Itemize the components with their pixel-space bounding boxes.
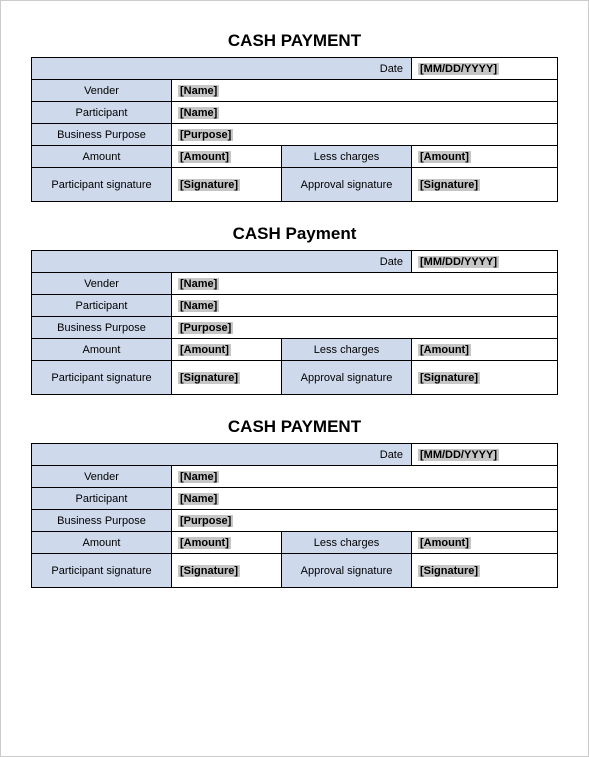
participant-label: Participant bbox=[32, 295, 172, 317]
date-label: Date bbox=[32, 251, 412, 273]
vender-value[interactable]: [Name] bbox=[172, 466, 558, 488]
less-charges-label: Less charges bbox=[282, 146, 412, 168]
document-page: CASH PAYMENT Date [MM/DD/YYYY] Vender [N… bbox=[0, 0, 589, 757]
participant-value[interactable]: [Name] bbox=[172, 102, 558, 124]
cash-payment-form: CASH PAYMENT Date [MM/DD/YYYY] Vender [N… bbox=[31, 31, 558, 202]
amount-label: Amount bbox=[32, 146, 172, 168]
vender-value[interactable]: [Name] bbox=[172, 80, 558, 102]
less-charges-label: Less charges bbox=[282, 532, 412, 554]
amount-value[interactable]: [Amount] bbox=[172, 146, 282, 168]
participant-label: Participant bbox=[32, 102, 172, 124]
amount-value[interactable]: [Amount] bbox=[172, 339, 282, 361]
business-purpose-value[interactable]: [Purpose] bbox=[172, 124, 558, 146]
date-value[interactable]: [MM/DD/YYYY] bbox=[412, 251, 558, 273]
cash-payment-form: CASH PAYMENT Date [MM/DD/YYYY] Vender [N… bbox=[31, 417, 558, 588]
participant-signature-value[interactable]: [Signature] bbox=[172, 168, 282, 202]
less-charges-value[interactable]: [Amount] bbox=[412, 146, 558, 168]
participant-value[interactable]: [Name] bbox=[172, 488, 558, 510]
participant-signature-value[interactable]: [Signature] bbox=[172, 361, 282, 395]
participant-signature-label: Participant signature bbox=[32, 554, 172, 588]
date-label: Date bbox=[32, 444, 412, 466]
participant-signature-label: Participant signature bbox=[32, 168, 172, 202]
date-label: Date bbox=[32, 58, 412, 80]
approval-signature-value[interactable]: [Signature] bbox=[412, 554, 558, 588]
form-title: CASH PAYMENT bbox=[31, 417, 558, 437]
date-value[interactable]: [MM/DD/YYYY] bbox=[412, 58, 558, 80]
payment-table: Date [MM/DD/YYYY] Vender [Name] Particip… bbox=[31, 443, 558, 588]
participant-signature-value[interactable]: [Signature] bbox=[172, 554, 282, 588]
form-title: CASH PAYMENT bbox=[31, 31, 558, 51]
form-title: CASH Payment bbox=[31, 224, 558, 244]
approval-signature-value[interactable]: [Signature] bbox=[412, 168, 558, 202]
participant-value[interactable]: [Name] bbox=[172, 295, 558, 317]
business-purpose-label: Business Purpose bbox=[32, 510, 172, 532]
amount-label: Amount bbox=[32, 339, 172, 361]
business-purpose-value[interactable]: [Purpose] bbox=[172, 317, 558, 339]
cash-payment-form: CASH Payment Date [MM/DD/YYYY] Vender [N… bbox=[31, 224, 558, 395]
amount-value[interactable]: [Amount] bbox=[172, 532, 282, 554]
vender-label: Vender bbox=[32, 80, 172, 102]
vender-value[interactable]: [Name] bbox=[172, 273, 558, 295]
approval-signature-label: Approval signature bbox=[282, 554, 412, 588]
business-purpose-label: Business Purpose bbox=[32, 124, 172, 146]
date-value[interactable]: [MM/DD/YYYY] bbox=[412, 444, 558, 466]
less-charges-value[interactable]: [Amount] bbox=[412, 339, 558, 361]
less-charges-label: Less charges bbox=[282, 339, 412, 361]
participant-signature-label: Participant signature bbox=[32, 361, 172, 395]
approval-signature-label: Approval signature bbox=[282, 361, 412, 395]
business-purpose-value[interactable]: [Purpose] bbox=[172, 510, 558, 532]
amount-label: Amount bbox=[32, 532, 172, 554]
payment-table: Date [MM/DD/YYYY] Vender [Name] Particip… bbox=[31, 250, 558, 395]
vender-label: Vender bbox=[32, 273, 172, 295]
approval-signature-label: Approval signature bbox=[282, 168, 412, 202]
vender-label: Vender bbox=[32, 466, 172, 488]
participant-label: Participant bbox=[32, 488, 172, 510]
less-charges-value[interactable]: [Amount] bbox=[412, 532, 558, 554]
payment-table: Date [MM/DD/YYYY] Vender [Name] Particip… bbox=[31, 57, 558, 202]
business-purpose-label: Business Purpose bbox=[32, 317, 172, 339]
approval-signature-value[interactable]: [Signature] bbox=[412, 361, 558, 395]
